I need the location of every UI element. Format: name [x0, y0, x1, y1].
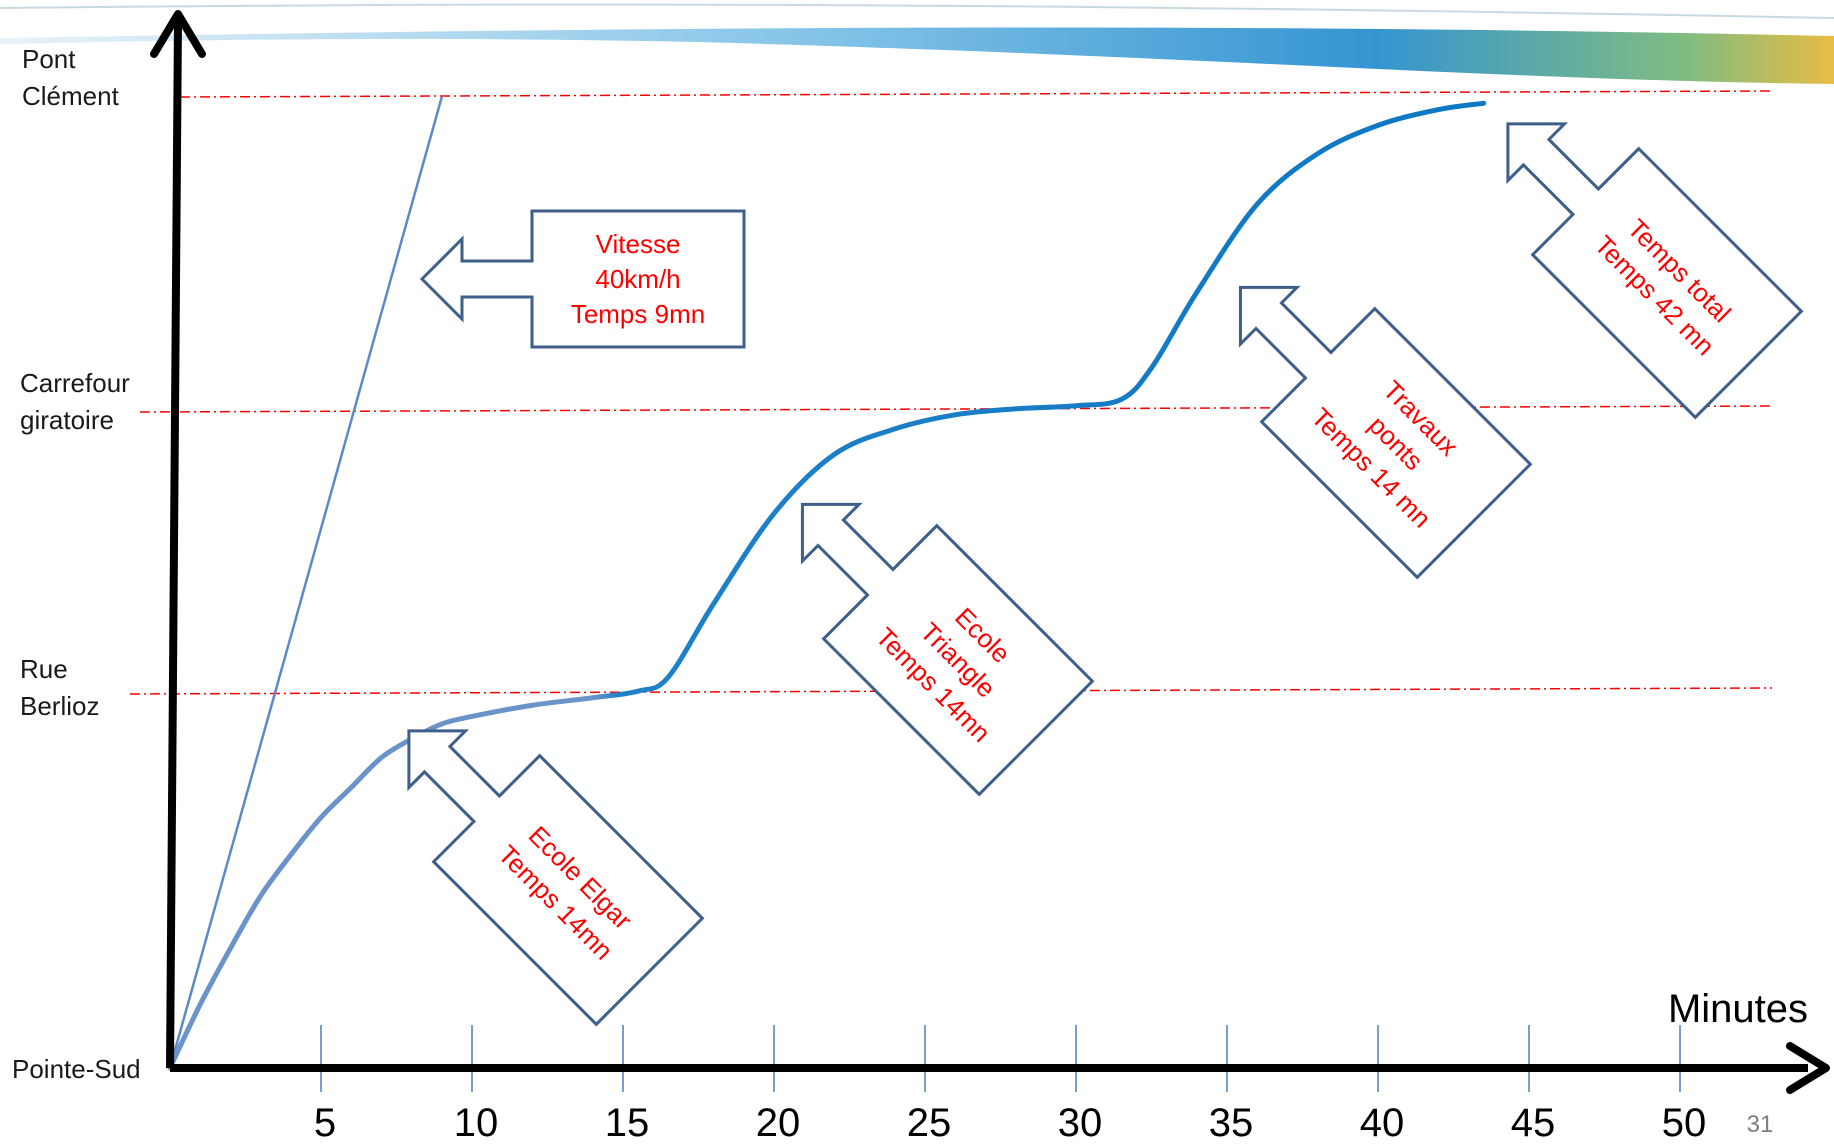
x-tick-label-50: 50: [1662, 1101, 1707, 1143]
x-tick-label-35: 35: [1209, 1101, 1254, 1143]
y-axis: [166, 19, 182, 1069]
callout-layer: Vitesse 40km/h Temps 9mn Ecole ElgarTemps 1…: [407, 122, 1804, 1027]
callout-shape-3: [800, 502, 1095, 797]
callout-2: Ecole ElgarTemps 14mn: [407, 729, 705, 1027]
x-tick-label-30: 30: [1058, 1101, 1103, 1143]
series-line-trajet: [167, 100, 1487, 1071]
label-layer: 5 10 15 20 25 30 35 40 45 50 Pointe-Sud Rue Berlioz C…: [12, 44, 1707, 1145]
y-level-label-0: Pointe-Sud: [12, 1054, 141, 1084]
x-tick-label-15: 15: [605, 1101, 650, 1143]
y-level-label-3: Pont Clément: [22, 44, 120, 111]
callout-4: TravauxpontsTemps 14 mn: [1238, 285, 1533, 580]
callout-shape-2: [407, 729, 705, 1027]
x-tick-label-25: 25: [907, 1101, 952, 1143]
axes: [150, 10, 1830, 1094]
y-level-label-1: Rue Berlioz: [20, 654, 99, 721]
x-tick-label-5: 5: [314, 1101, 336, 1143]
callout-1: Vitesse 40km/h Temps 9mn: [419, 209, 746, 349]
x-tick-label-40: 40: [1360, 1101, 1405, 1143]
y-level-label-2: Carrefour giratoire: [20, 368, 130, 435]
callout-text-1: Vitesse 40km/h Temps 9mn: [571, 229, 705, 329]
x-tick-label-10: 10: [454, 1101, 499, 1143]
series-line-vitesse: [168, 96, 444, 1069]
callout-shape-4: [1238, 285, 1533, 580]
guide-line-3: [179, 90, 1773, 98]
callout-5: Temps totalTemps 42 mn: [1506, 122, 1804, 420]
callout-3: EcoleTriangleTemps 14mn: [800, 502, 1095, 797]
callout-shape-1: [419, 209, 746, 349]
y-axis-arrowhead: [150, 10, 206, 58]
x-axis-label: Minutes: [1668, 987, 1808, 1031]
x-ticks: [320, 1025, 1681, 1092]
x-tick-label-45: 45: [1511, 1101, 1556, 1143]
header-ribbon: [0, 3, 1834, 84]
page-number: 31: [1747, 1111, 1774, 1138]
callout-shape-5: [1506, 122, 1804, 420]
x-axis-arrowhead: [1786, 1042, 1830, 1094]
x-tick-label-20: 20: [756, 1101, 801, 1143]
series-layer: [167, 96, 1487, 1071]
guide-line-2: [139, 405, 1773, 413]
